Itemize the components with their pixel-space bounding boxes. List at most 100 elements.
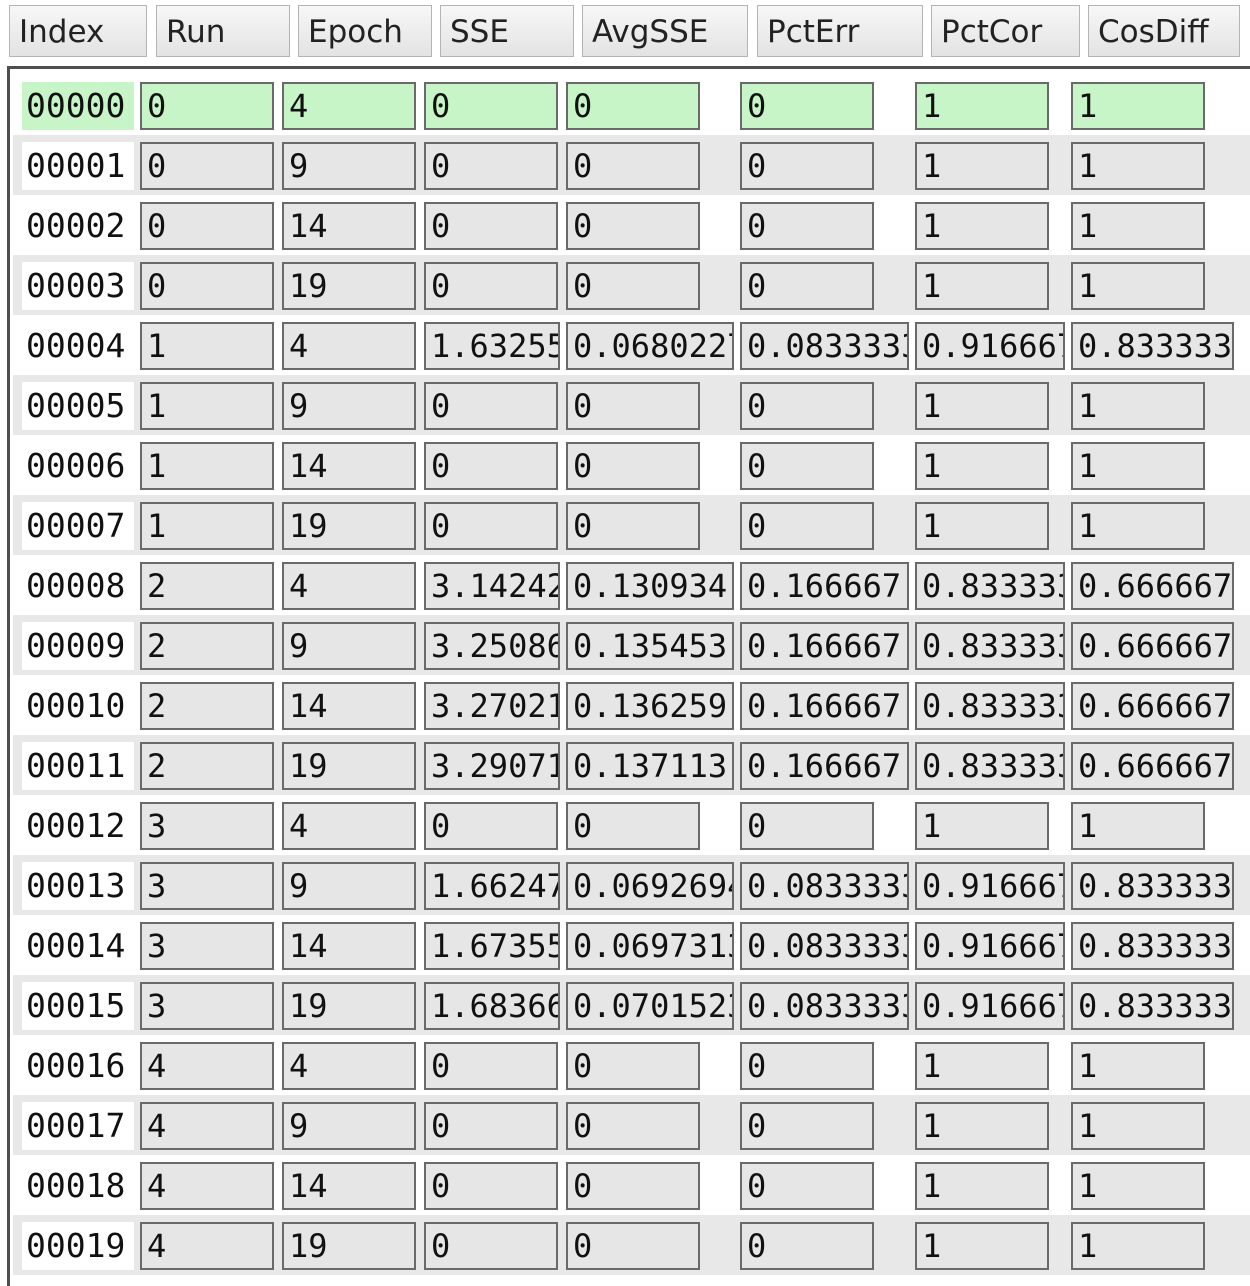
row-index[interactable]: 00012 [22,802,134,850]
cell-epoch[interactable]: 9 [282,1102,416,1150]
cell-avgsse[interactable]: 0.135453 [566,622,734,670]
column-header-run[interactable]: Run [156,5,290,57]
cell-pctcor[interactable]: 0.833333 [915,562,1065,610]
table-row[interactable]: 00012 3 4 0 0 0 1 1 [13,795,1250,855]
cell-run[interactable]: 4 [140,1162,274,1210]
cell-cosdiff[interactable]: 0.666667 [1071,742,1234,790]
cell-sse[interactable]: 0 [424,262,558,310]
cell-pcterr[interactable]: 0 [740,82,874,130]
cell-avgsse[interactable]: 0 [566,82,700,130]
row-index[interactable]: 00013 [22,862,134,910]
cell-pctcor[interactable]: 1 [915,1102,1049,1150]
column-header-pctcor[interactable]: PctCor [931,5,1080,57]
cell-pctcor[interactable]: 1 [915,442,1049,490]
cell-epoch[interactable]: 14 [282,922,416,970]
row-index[interactable]: 00018 [22,1162,134,1210]
row-index[interactable]: 00001 [22,142,134,190]
cell-pctcor[interactable]: 1 [915,202,1049,250]
cell-epoch[interactable]: 19 [282,742,416,790]
cell-run[interactable]: 2 [140,742,274,790]
cell-pctcor[interactable]: 0.916667 [915,862,1065,910]
cell-sse[interactable]: 1.68366 [424,982,560,1030]
cell-run[interactable]: 2 [140,622,274,670]
cell-run[interactable]: 2 [140,682,274,730]
cell-epoch[interactable]: 4 [282,562,416,610]
cell-pcterr[interactable]: 0 [740,1102,874,1150]
cell-run[interactable]: 1 [140,442,274,490]
cell-sse[interactable]: 0 [424,1222,558,1270]
cell-epoch[interactable]: 14 [282,442,416,490]
table-row[interactable]: 00009 2 9 3.25086 0.135453 0.166667 0.833333 0.… [13,615,1250,675]
table-row[interactable]: 00007 1 19 0 0 0 1 1 [13,495,1250,555]
cell-pctcor[interactable]: 1 [915,1162,1049,1210]
cell-epoch[interactable]: 19 [282,1222,416,1270]
cell-pcterr[interactable]: 0.0833333 [740,982,909,1030]
cell-avgsse[interactable]: 0 [566,502,700,550]
cell-epoch[interactable]: 19 [282,982,416,1030]
row-index[interactable]: 00015 [22,982,134,1030]
cell-cosdiff[interactable]: 0.833333 [1071,322,1234,370]
cell-sse[interactable]: 0 [424,802,558,850]
table-row[interactable]: 00008 2 4 3.14242 0.130934 0.166667 0.833333 0.… [13,555,1250,615]
cell-pcterr[interactable]: 0 [740,802,874,850]
cell-avgsse[interactable]: 0 [566,442,700,490]
row-index[interactable]: 00005 [22,382,134,430]
cell-sse[interactable]: 0 [424,82,558,130]
cell-epoch[interactable]: 9 [282,142,416,190]
table-row[interactable]: 00005 1 9 0 0 0 1 1 [13,375,1250,435]
table-row[interactable]: 00002 0 14 0 0 0 1 1 [13,195,1250,255]
column-header-epoch[interactable]: Epoch [298,5,432,57]
cell-pctcor[interactable]: 1 [915,82,1049,130]
row-index[interactable]: 00002 [22,202,134,250]
cell-sse[interactable]: 0 [424,1102,558,1150]
cell-run[interactable]: 0 [140,82,274,130]
cell-pctcor[interactable]: 1 [915,262,1049,310]
column-header-index[interactable]: Index [9,5,147,57]
row-index[interactable]: 00016 [22,1042,134,1090]
row-index[interactable]: 00009 [22,622,134,670]
cell-pctcor[interactable]: 0.916667 [915,982,1065,1030]
cell-pctcor[interactable]: 0.916667 [915,322,1065,370]
cell-avgsse[interactable]: 0.0680227 [566,322,734,370]
table-row[interactable]: 00019 4 19 0 0 0 1 1 [13,1215,1250,1275]
table-row[interactable]: 00017 4 9 0 0 0 1 1 [13,1095,1250,1155]
cell-cosdiff[interactable]: 0.833333 [1071,862,1234,910]
cell-cosdiff[interactable]: 1 [1071,442,1205,490]
cell-cosdiff[interactable]: 0.833333 [1071,982,1234,1030]
cell-avgsse[interactable]: 0.0701523 [566,982,734,1030]
cell-cosdiff[interactable]: 1 [1071,1042,1205,1090]
cell-sse[interactable]: 0 [424,142,558,190]
table-row[interactable]: 00013 3 9 1.66247 0.0692694 0.0833333 0.916667… [13,855,1250,915]
cell-run[interactable]: 4 [140,1042,274,1090]
cell-avgsse[interactable]: 0.137113 [566,742,734,790]
cell-pctcor[interactable]: 1 [915,1042,1049,1090]
cell-avgsse[interactable]: 0 [566,1042,700,1090]
cell-epoch[interactable]: 19 [282,262,416,310]
column-header-sse[interactable]: SSE [440,5,574,57]
cell-pcterr[interactable]: 0 [740,502,874,550]
cell-avgsse[interactable]: 0 [566,382,700,430]
row-index[interactable]: 00010 [22,682,134,730]
cell-pcterr[interactable]: 0.166667 [740,622,909,670]
cell-pctcor[interactable]: 0.833333 [915,682,1065,730]
row-index[interactable]: 00017 [22,1102,134,1150]
row-index[interactable]: 00004 [22,322,134,370]
cell-avgsse[interactable]: 0.0697313 [566,922,734,970]
cell-sse[interactable]: 0 [424,1042,558,1090]
cell-pctcor[interactable]: 0.916667 [915,922,1065,970]
table-row[interactable]: 00010 2 14 3.27021 0.136259 0.166667 0.833333 0… [13,675,1250,735]
cell-pcterr[interactable]: 0.0833333 [740,322,909,370]
cell-avgsse[interactable]: 0 [566,1222,700,1270]
cell-sse[interactable]: 1.67355 [424,922,560,970]
cell-avgsse[interactable]: 0 [566,142,700,190]
cell-sse[interactable]: 1.66247 [424,862,560,910]
cell-pcterr[interactable]: 0 [740,382,874,430]
table-row[interactable]: 00014 3 14 1.67355 0.0697313 0.0833333 0.91666… [13,915,1250,975]
cell-run[interactable]: 3 [140,802,274,850]
cell-epoch[interactable]: 14 [282,682,416,730]
cell-pcterr[interactable]: 0.166667 [740,562,909,610]
cell-pctcor[interactable]: 1 [915,142,1049,190]
table-row[interactable]: 00003 0 19 0 0 0 1 1 [13,255,1250,315]
cell-run[interactable]: 0 [140,262,274,310]
cell-run[interactable]: 1 [140,502,274,550]
